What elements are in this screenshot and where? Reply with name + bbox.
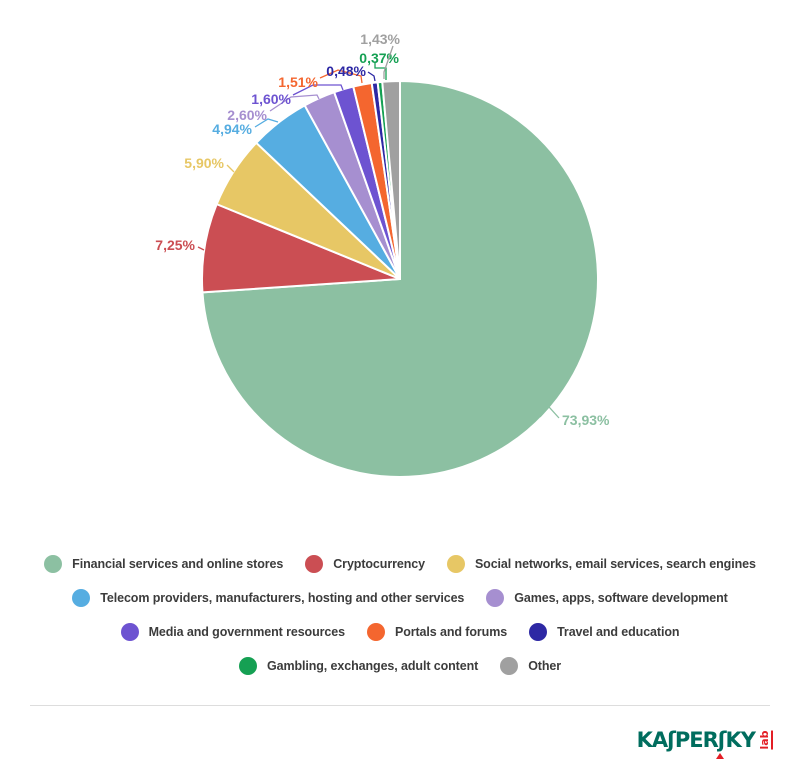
label-leader-line-10 bbox=[383, 45, 394, 79]
label-leader-line-3 bbox=[226, 164, 235, 173]
legend-item-label: Portals and forums bbox=[394, 625, 508, 639]
pie-percent-label-10: 1,43% bbox=[360, 31, 400, 47]
legend-color-dot bbox=[238, 657, 257, 675]
legend-item-label: Social networks, email services, search … bbox=[474, 557, 756, 571]
pie-slice-10[interactable]: Other 1,43% bbox=[381, 80, 401, 280]
label-leader-line-5 bbox=[269, 94, 320, 112]
legend-item-label: Games, apps, software development bbox=[514, 591, 728, 605]
legend-color-dot bbox=[486, 589, 505, 607]
pie-percent-label-1: 73,93% bbox=[562, 412, 610, 428]
label-leader-line-6 bbox=[292, 84, 344, 96]
legend-color-dot bbox=[44, 555, 63, 573]
chart-legend: Financial services and online stores Cryp… bbox=[0, 555, 800, 675]
label-leader-line-1 bbox=[539, 406, 560, 419]
legend-color-dot bbox=[366, 623, 385, 641]
legend-row-3: Media and government resources Portals an… bbox=[0, 623, 800, 641]
legend-item-5[interactable]: Games, apps, software development bbox=[486, 589, 728, 607]
legend-item-label: Other bbox=[528, 659, 562, 673]
kaspersky-lab-text: lab bbox=[758, 730, 773, 750]
legend-item-7[interactable]: Portals and forums bbox=[366, 623, 508, 641]
legend-row-2: Telecom providers, manufacturers, hostin… bbox=[0, 589, 800, 607]
label-leader-line-2 bbox=[197, 246, 205, 251]
legend-item-4[interactable]: Telecom providers, manufacturers, hostin… bbox=[72, 589, 464, 607]
pie-percent-label-7: 1,51% bbox=[278, 74, 318, 90]
legend-item-label: Travel and education bbox=[557, 625, 680, 639]
legend-row-1: Financial services and online stores Cryp… bbox=[0, 555, 800, 573]
logo-triangle-icon bbox=[716, 753, 724, 759]
label-leader-line-7 bbox=[319, 69, 363, 84]
legend-color-dot bbox=[120, 623, 139, 641]
legend-item-label: Media and government resources bbox=[148, 625, 345, 639]
legend-color-dot bbox=[529, 623, 548, 641]
legend-item-2[interactable]: Cryptocurrency bbox=[305, 555, 425, 573]
pie-percent-label-6: 1,60% bbox=[251, 91, 291, 107]
footer-divider bbox=[30, 705, 770, 706]
pie-percent-label-2: 7,25% bbox=[155, 237, 195, 253]
kaspersky-lab-box: lab bbox=[758, 722, 774, 758]
label-leader-line-9 bbox=[374, 62, 387, 80]
legend-item-8[interactable]: Travel and education bbox=[529, 623, 680, 641]
pie-percent-label-3: 5,90% bbox=[184, 155, 224, 171]
legend-color-dot bbox=[72, 589, 91, 607]
pie-chart: Financial services and online stores 73,… bbox=[155, 31, 610, 478]
kaspersky-logo: KAʃPERʃKY lab bbox=[636, 722, 774, 759]
kaspersky-wordmark: KAʃPERʃKY bbox=[636, 728, 756, 752]
label-leader-line-4 bbox=[254, 118, 279, 128]
pie-percent-label-4: 4,94% bbox=[212, 121, 252, 137]
legend-item-1[interactable]: Financial services and online stores bbox=[44, 555, 283, 573]
legend-item-10[interactable]: Other bbox=[500, 657, 561, 675]
pie-percent-label-9: 0,37% bbox=[359, 50, 399, 66]
kaspersky-wordmark-wrap: KAʃPERʃKY bbox=[636, 725, 756, 759]
legend-row-4: Gambling, exchanges, adult content Other bbox=[0, 657, 800, 675]
legend-item-label: Gambling, exchanges, adult content bbox=[266, 659, 479, 673]
label-leader-line-8 bbox=[367, 71, 376, 82]
footer: KAʃPERʃKY lab bbox=[0, 706, 800, 759]
legend-color-dot bbox=[305, 555, 324, 573]
legend-item-3[interactable]: Social networks, email services, search … bbox=[446, 555, 756, 573]
pie-percent-label-8: 0,48% bbox=[326, 63, 366, 79]
legend-item-label: Financial services and online stores bbox=[72, 557, 284, 571]
legend-item-label: Cryptocurrency bbox=[333, 557, 425, 571]
legend-color-dot bbox=[446, 555, 465, 573]
legend-item-6[interactable]: Media and government resources bbox=[120, 623, 345, 641]
pie-percent-label-5: 2,60% bbox=[227, 107, 267, 123]
legend-item-9[interactable]: Gambling, exchanges, adult content bbox=[238, 657, 479, 675]
legend-color-dot bbox=[500, 657, 519, 675]
legend-item-label: Telecom providers, manufacturers, hostin… bbox=[100, 591, 465, 605]
